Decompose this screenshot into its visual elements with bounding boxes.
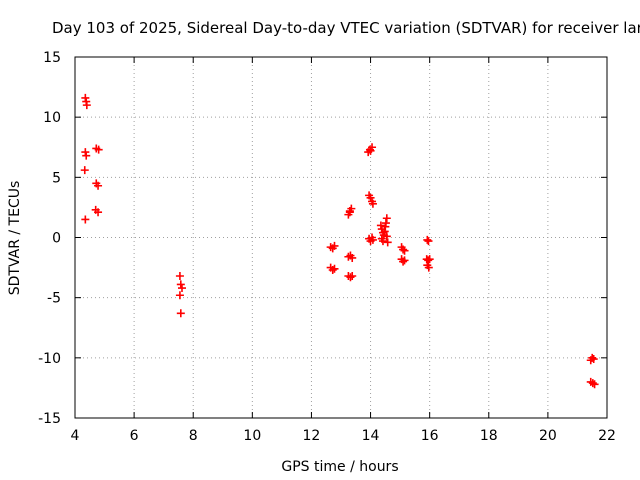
data-point bbox=[330, 264, 339, 273]
data-point bbox=[588, 379, 597, 388]
x-tick-label: 22 bbox=[598, 428, 616, 444]
chart-title: Day 103 of 2025, Sidereal Day-to-day VTE… bbox=[52, 19, 640, 37]
x-axis-label: GPS time / hours bbox=[281, 459, 398, 475]
data-point bbox=[424, 237, 433, 246]
data-point bbox=[589, 355, 598, 364]
x-tick-label: 8 bbox=[189, 428, 198, 444]
plot-frame bbox=[74, 56, 608, 419]
data-point bbox=[400, 256, 409, 265]
y-tick-label: -5 bbox=[47, 291, 61, 307]
data-point bbox=[424, 263, 433, 272]
y-tick-label: 5 bbox=[52, 170, 61, 186]
y-tick-label: 15 bbox=[43, 50, 61, 66]
data-point bbox=[94, 181, 103, 190]
data-point bbox=[368, 143, 377, 152]
data-point bbox=[94, 145, 103, 154]
data-point bbox=[328, 265, 337, 274]
y-tick-label: 10 bbox=[43, 110, 61, 126]
data-point bbox=[345, 207, 354, 216]
data-point bbox=[381, 222, 390, 231]
data-point bbox=[176, 309, 185, 318]
data-point bbox=[376, 221, 385, 230]
x-tick-label: 6 bbox=[130, 428, 139, 444]
data-point bbox=[399, 245, 408, 254]
data-point bbox=[590, 380, 599, 389]
data-points bbox=[80, 93, 599, 389]
data-point bbox=[400, 246, 409, 255]
x-tick-label: 16 bbox=[421, 428, 439, 444]
data-point bbox=[382, 214, 391, 223]
data-point bbox=[588, 353, 597, 362]
grid-lines bbox=[75, 57, 607, 418]
x-tick-label: 20 bbox=[539, 428, 557, 444]
data-point bbox=[81, 93, 90, 102]
x-tick-label: 12 bbox=[303, 428, 321, 444]
data-point bbox=[378, 237, 387, 246]
x-tick-label: 18 bbox=[480, 428, 498, 444]
x-tick-label: 14 bbox=[362, 428, 380, 444]
data-point bbox=[348, 253, 357, 262]
x-axis-ticks: 4 6 8 10 12 14 16 18 20 22 bbox=[71, 57, 616, 444]
data-point bbox=[423, 235, 432, 244]
data-point bbox=[177, 284, 186, 293]
data-point bbox=[366, 193, 375, 202]
y-axis-label: SDTVAR / TECUs bbox=[7, 181, 23, 296]
data-point bbox=[82, 101, 91, 110]
data-point bbox=[368, 199, 377, 208]
y-axis-ticks: 15 10 5 0 -5 -10 -15 bbox=[38, 50, 607, 427]
data-point bbox=[81, 148, 90, 157]
x-tick-label: 10 bbox=[243, 428, 261, 444]
data-point bbox=[175, 291, 184, 300]
data-point bbox=[368, 235, 377, 244]
data-point bbox=[346, 273, 355, 282]
data-point bbox=[82, 151, 91, 160]
data-point bbox=[330, 241, 339, 250]
data-point bbox=[81, 215, 90, 224]
y-tick-label: -10 bbox=[38, 351, 61, 367]
data-point bbox=[94, 208, 103, 217]
y-tick-label: -15 bbox=[38, 411, 61, 427]
y-tick-label: 0 bbox=[52, 231, 61, 247]
data-point bbox=[383, 238, 392, 247]
data-point bbox=[366, 146, 375, 155]
data-point bbox=[425, 255, 434, 264]
data-point bbox=[80, 166, 89, 175]
data-point bbox=[348, 272, 357, 281]
x-tick-label: 4 bbox=[71, 428, 80, 444]
data-point bbox=[382, 232, 391, 241]
data-point bbox=[399, 257, 408, 266]
data-point bbox=[424, 256, 433, 265]
data-point bbox=[176, 280, 185, 289]
data-point bbox=[175, 272, 184, 281]
